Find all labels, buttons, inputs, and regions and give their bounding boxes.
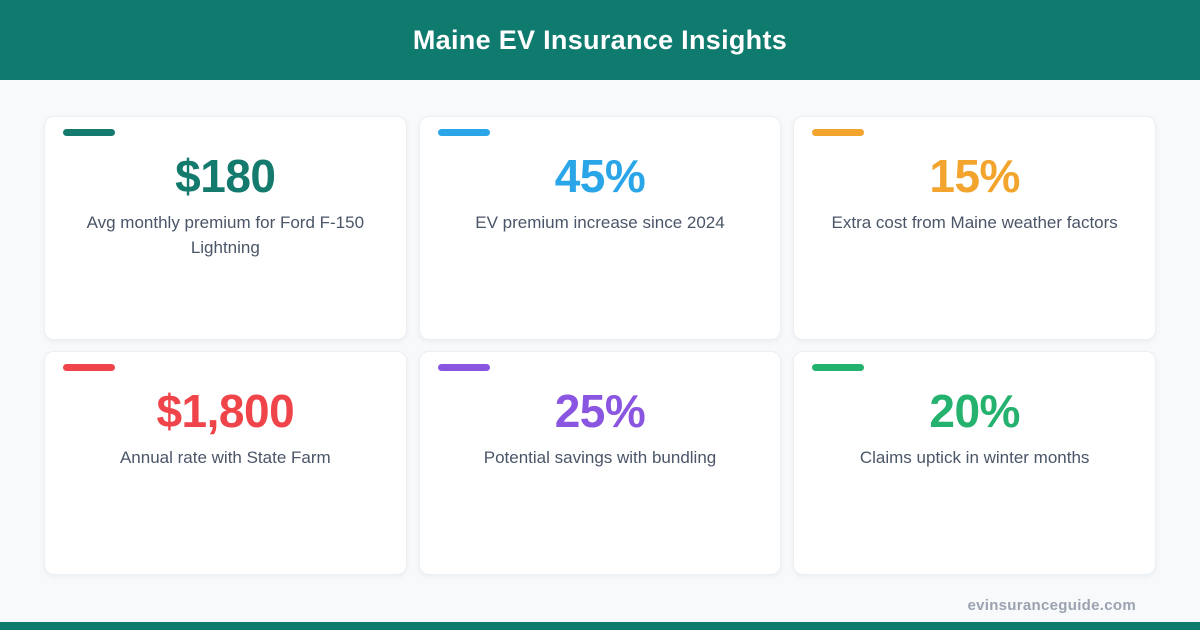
stat-label: Potential savings with bundling (483, 448, 717, 468)
card-accent-bar (437, 364, 490, 371)
stat-card-premium-increase: 45% EV premium increase since 2024 (418, 116, 782, 340)
website-url: evinsuranceguide.com (967, 597, 1136, 614)
stat-label: Extra cost from Maine weather factors (831, 213, 1118, 233)
stat-value: $1,800 (156, 385, 295, 437)
card-accent-bar (63, 364, 115, 371)
card-accent-bar (812, 364, 865, 371)
header-banner: Maine EV Insurance Insights (0, 0, 1200, 80)
stat-label: Claims uptick in winter months (859, 448, 1090, 468)
card-accent-bar (812, 129, 865, 136)
stat-value: 45% (554, 150, 646, 202)
stat-card-winter-claims: 20% Claims uptick in winter months (793, 351, 1156, 575)
stat-label: Annual rate with State Farm (119, 448, 331, 468)
stat-card-bundling-savings: 25% Potential savings with bundling (418, 351, 782, 575)
stat-label: EV premium increase since 2024 (475, 213, 725, 233)
bottom-accent-bar (0, 622, 1200, 630)
stats-grid: $180 Avg monthly premium for Ford F-150 … (44, 116, 1156, 575)
stat-card-annual-rate: $1,800 Annual rate with State Farm (44, 351, 407, 575)
stat-card-monthly-premium: $180 Avg monthly premium for Ford F-150 … (44, 116, 407, 340)
stat-label: Avg monthly premium for Ford F-150 Light… (86, 213, 365, 257)
stat-value: $180 (175, 150, 276, 202)
stat-value: 15% (929, 150, 1020, 202)
card-accent-bar (437, 129, 490, 136)
stat-value: 25% (554, 385, 646, 437)
page-title: Maine EV Insurance Insights (412, 24, 788, 55)
card-accent-bar (63, 129, 115, 136)
stat-card-weather-cost: 15% Extra cost from Maine weather factor… (793, 116, 1156, 340)
stat-value: 20% (929, 385, 1020, 437)
